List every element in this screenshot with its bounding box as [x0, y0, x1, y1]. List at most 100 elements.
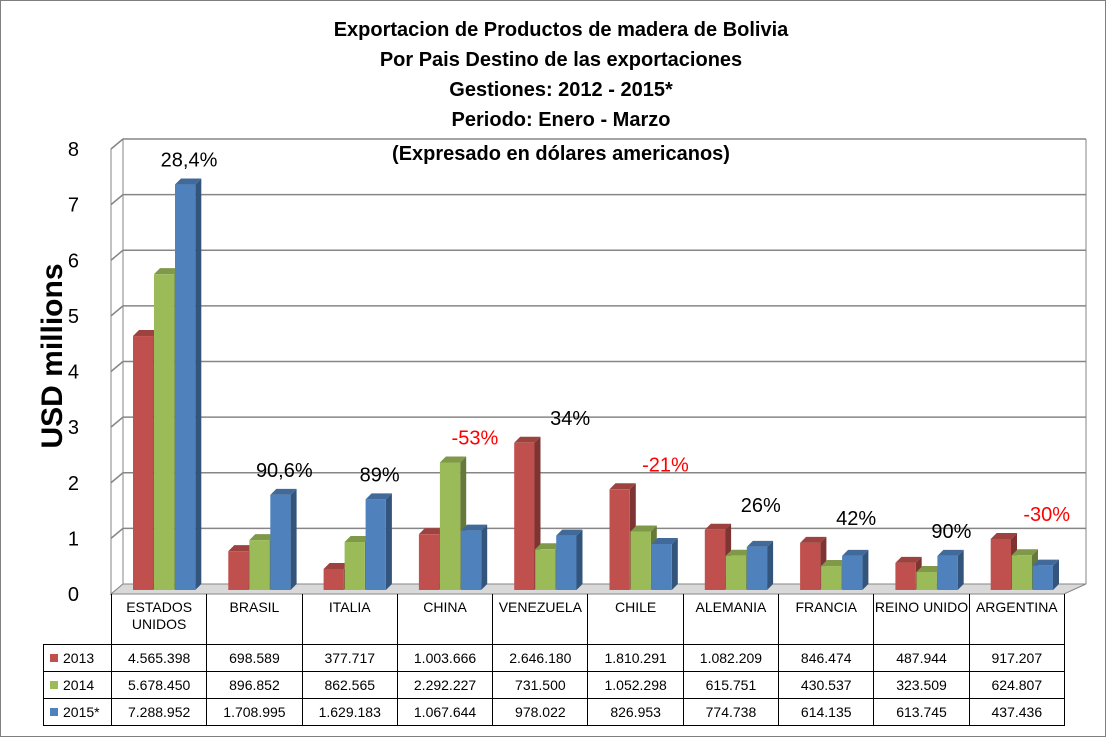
gridline-side: [110, 305, 124, 317]
bar-front: [249, 540, 270, 590]
table-cell: 862.565: [301, 671, 398, 699]
bar-front: [556, 535, 577, 590]
bar-side: [767, 540, 774, 590]
gridline-side: [110, 527, 124, 539]
bar-side: [862, 549, 869, 590]
table-cell: 896.852: [206, 671, 303, 699]
bar-front: [323, 568, 344, 590]
y-tick-label: 8: [68, 139, 79, 161]
table-cell: 698.589: [206, 644, 303, 672]
legend-label: 2014: [63, 677, 95, 693]
bar-top: [323, 562, 350, 569]
chart-title: Exportacion de Productos de madera de Bo…: [291, 15, 831, 135]
bar-top: [1011, 549, 1038, 556]
bar-front: [746, 546, 768, 590]
bar-top: [439, 456, 467, 463]
bar-front: [439, 462, 461, 590]
bar-2015-2: [365, 493, 392, 590]
bar-side: [1053, 559, 1059, 590]
bar-top: [990, 532, 1017, 539]
gridline-side: [110, 360, 124, 373]
bar-2015-0: [175, 178, 202, 590]
gridline-side: [110, 138, 124, 150]
bar-front: [365, 499, 386, 590]
bar-front: [154, 274, 175, 590]
annotation-label: -21%: [642, 454, 689, 476]
table-cell: 1.067.644: [396, 698, 494, 726]
bar-top: [821, 560, 848, 567]
bar-front: [651, 544, 672, 590]
y-tick-label: 1: [68, 528, 79, 550]
table-cell: 1.708.995: [206, 698, 303, 726]
bar-side: [195, 178, 202, 590]
bar-front: [842, 555, 863, 590]
legend-entry-2014: 2014: [43, 671, 112, 699]
title-line-3: Gestiones: 2012 - 2015*: [449, 79, 673, 101]
table-cell: 7.288.952: [110, 698, 208, 726]
bar-top: [249, 534, 276, 541]
annotation-label: 26%: [741, 495, 781, 517]
bar-front: [460, 530, 482, 590]
annotations: 28,4% 90,6% 89% -53% 34% -21% 26% 42% 90% -30%: [161, 150, 1071, 543]
table-cell: 613.745: [873, 698, 970, 726]
gridline-side: [110, 472, 124, 484]
annotation-label: -30%: [1023, 504, 1070, 526]
category-label: FRANCIA: [778, 594, 875, 645]
table-cell: 774.738: [682, 698, 780, 726]
bar-front: [895, 562, 916, 590]
bar-top: [535, 543, 562, 550]
legend-swatch-2014: [50, 681, 58, 690]
bar-top: [630, 525, 657, 532]
bar-side: [481, 524, 488, 590]
bar-2015-3: [460, 524, 488, 590]
category-label: ESTADOS UNIDOS: [110, 594, 208, 645]
bar-front: [418, 534, 440, 590]
annotation-label: 34%: [550, 408, 590, 430]
category-label: CHILE: [587, 594, 684, 645]
table-row-2015: 2015* 7.288.952 1.708.995 1.629.183 1.06…: [43, 698, 1065, 726]
bar-front: [725, 555, 747, 590]
bars: [133, 178, 1059, 590]
gridline-side: [110, 416, 124, 428]
legend-label: 2015*: [63, 704, 100, 720]
bar-top: [460, 524, 488, 531]
bar-side: [671, 538, 678, 590]
bar-front: [821, 566, 842, 590]
bar-front: [937, 555, 958, 590]
legend-entry-2015: 2015*: [43, 698, 112, 726]
table-corner: [44, 594, 112, 645]
category-label: BRASIL: [206, 594, 303, 645]
y-tick-label: 2: [68, 473, 79, 495]
table-cell: 1.003.666: [396, 644, 494, 672]
bar-top: [228, 545, 255, 552]
bar-top: [651, 538, 678, 545]
legend-entry-2013: 2013: [43, 644, 112, 672]
category-label: ALEMANIA: [682, 594, 780, 645]
y-tick-label: 0: [68, 584, 79, 606]
bar-front: [704, 529, 726, 590]
table-cell: 615.751: [682, 671, 780, 699]
bar-front: [344, 542, 365, 590]
table-cell: 487.944: [873, 644, 970, 672]
bar-top: [916, 566, 943, 573]
bar-top: [344, 536, 371, 543]
bar-front: [630, 531, 651, 590]
table-cell: 2.292.227: [396, 671, 494, 699]
bar-front: [916, 572, 937, 590]
table-cell: 323.509: [873, 671, 970, 699]
category-label: REINO UNIDO: [873, 594, 970, 645]
bar-top: [175, 178, 202, 185]
bar-top: [842, 549, 869, 556]
y-tick-label: 5: [68, 306, 79, 328]
bar-top: [725, 549, 753, 556]
category-label: CHINA: [396, 594, 494, 645]
bar-front: [514, 442, 535, 590]
annotation-label: 89%: [360, 464, 400, 486]
bar-front: [270, 494, 291, 590]
bar-front: [133, 336, 154, 590]
bar-top: [800, 536, 827, 543]
data-table: ESTADOS UNIDOS BRASIL ITALIA CHINA VENEZ…: [43, 594, 1065, 726]
bar-2015-5: [651, 538, 678, 590]
